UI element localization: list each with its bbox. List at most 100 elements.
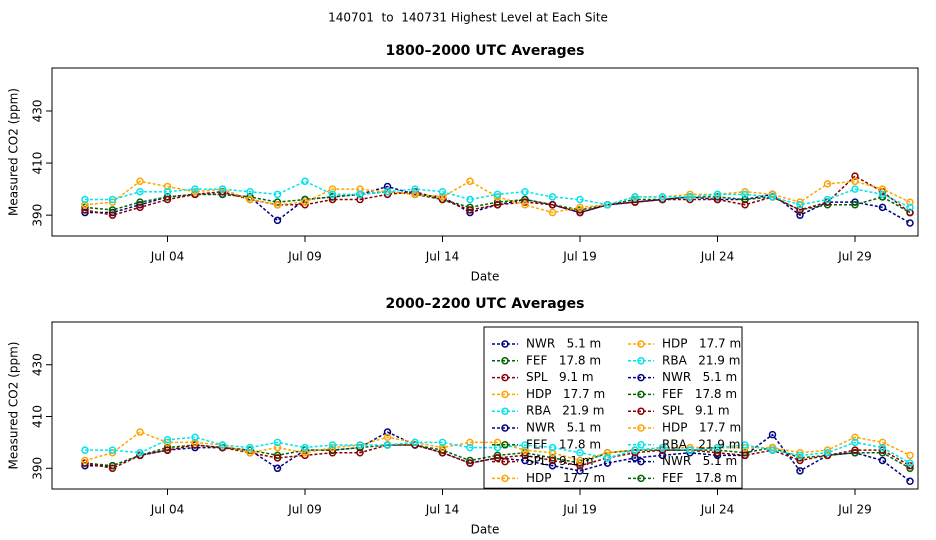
- legend-marker: [637, 424, 645, 432]
- data-point: [328, 190, 337, 199]
- data-point: [466, 177, 474, 186]
- legend-label: SPL 9.1 m: [526, 454, 594, 468]
- data-point: [81, 446, 89, 454]
- page-title: 140701 to 140731 Highest Level at Each S…: [328, 11, 608, 25]
- data-point: [631, 198, 639, 206]
- data-point: [878, 185, 887, 193]
- data-point: [81, 200, 89, 209]
- data-point: [548, 454, 557, 462]
- data-point: [713, 443, 722, 452]
- legend-label: HDP 17.7 m: [662, 337, 741, 351]
- legend-label: FEF 17.8 m: [662, 471, 737, 485]
- data-point: [741, 200, 749, 209]
- data-point: [136, 449, 144, 457]
- data-point: [658, 451, 667, 460]
- legend-marker: [501, 474, 509, 483]
- data-point: [823, 180, 832, 188]
- y-axis-label: Measured CO2 (ppm): [7, 88, 21, 216]
- data-point: [521, 451, 529, 460]
- data-point: [521, 195, 529, 204]
- data-point: [878, 190, 887, 199]
- data-point: [466, 438, 474, 447]
- legend-marker: [637, 474, 645, 483]
- legend-label: NWR 5.1 m: [526, 421, 601, 435]
- y-tick-label: 410: [31, 405, 45, 428]
- x-tick-label: Jul 19: [562, 250, 597, 264]
- data-point: [383, 182, 392, 191]
- data-point: [548, 461, 557, 470]
- data-point: [411, 438, 419, 447]
- legend-label: RBA 21.9 m: [662, 437, 740, 451]
- data-point: [466, 459, 474, 467]
- data-point: [548, 456, 557, 465]
- data-point: [163, 195, 172, 204]
- data-point: [191, 190, 199, 199]
- data-point: [356, 441, 364, 449]
- data-point: [108, 195, 117, 204]
- data-point: [686, 446, 694, 454]
- data-point: [521, 446, 529, 454]
- legend-marker: [501, 457, 509, 466]
- data-point: [163, 187, 172, 196]
- data-point: [163, 446, 172, 454]
- x-tick-label: Jul 19: [562, 503, 597, 517]
- data-point: [273, 464, 282, 473]
- data-point: [81, 456, 89, 465]
- data-point: [603, 454, 612, 462]
- data-point: [548, 443, 557, 452]
- legend-marker: [501, 407, 509, 415]
- chart-title: 2000–2200 UTC Averages: [385, 296, 584, 312]
- legend-marker: [637, 373, 645, 382]
- data-point: [383, 441, 392, 449]
- data-point: [768, 446, 777, 454]
- legend-marker: [637, 457, 645, 466]
- legend-label: NWR 5.1 m: [662, 370, 737, 384]
- plot-frame: [51, 321, 919, 490]
- data-point: [576, 456, 584, 465]
- data-point: [878, 443, 887, 452]
- legend-label: FEF 17.8 m: [526, 437, 601, 451]
- data-point: [383, 187, 392, 196]
- data-point: [466, 203, 474, 212]
- data-point: [906, 477, 914, 485]
- y-axis-label: Measured CO2 (ppm): [7, 342, 21, 470]
- data-point: [466, 456, 474, 465]
- data-point: [466, 443, 474, 452]
- data-point: [631, 449, 639, 457]
- data-point: [383, 433, 392, 441]
- x-tick-label: Jul 14: [425, 503, 460, 517]
- data-point: [191, 438, 199, 447]
- x-tick-label: Jul 24: [700, 250, 735, 264]
- data-point: [246, 187, 254, 196]
- legend-label: HDP 17.7 m: [662, 421, 741, 435]
- data-point: [108, 446, 117, 454]
- data-point: [521, 198, 529, 206]
- data-point: [851, 185, 859, 193]
- data-point: [328, 441, 337, 449]
- data-point: [713, 190, 722, 199]
- legend-marker: [637, 357, 645, 365]
- data-point: [521, 456, 529, 465]
- data-point: [576, 195, 584, 204]
- legend-label: FEF 17.8 m: [526, 353, 601, 367]
- data-point: [713, 195, 722, 204]
- data-point: [631, 193, 639, 201]
- data-point: [768, 193, 777, 201]
- x-tick-label: Jul 04: [150, 503, 185, 517]
- data-point: [878, 449, 887, 457]
- data-point: [328, 449, 337, 457]
- data-point: [383, 428, 392, 436]
- data-point: [246, 443, 254, 452]
- data-point: [576, 461, 584, 470]
- legend-marker: [637, 441, 645, 449]
- data-point: [796, 449, 804, 457]
- data-point: [356, 185, 364, 193]
- data-point: [328, 195, 337, 204]
- data-point: [741, 195, 749, 204]
- data-point: [851, 433, 859, 441]
- legend-label: HDP 17.7 m: [526, 471, 605, 485]
- data-point: [851, 438, 859, 447]
- data-point: [191, 185, 199, 193]
- legend-marker: [501, 390, 509, 399]
